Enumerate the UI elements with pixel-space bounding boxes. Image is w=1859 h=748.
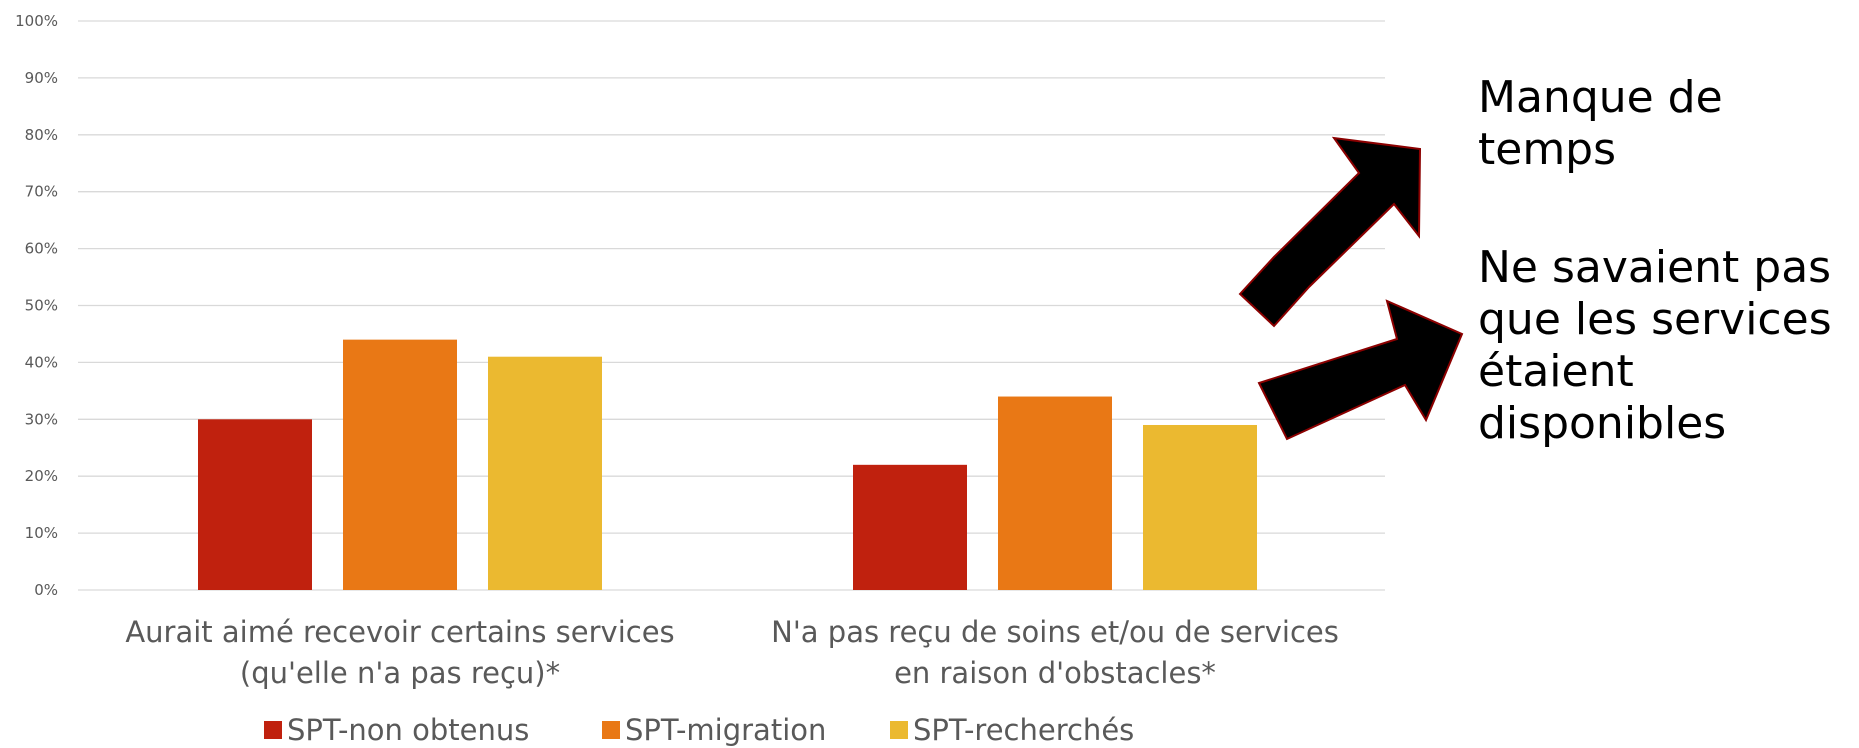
y-tick-label: 70% xyxy=(25,183,58,201)
annotation-text: Ne savaient pas xyxy=(1478,242,1831,293)
legend-label: SPT-non obtenus xyxy=(287,713,529,747)
annotation-text: temps xyxy=(1478,124,1616,175)
y-tick-label: 50% xyxy=(25,297,58,315)
bar xyxy=(343,339,457,590)
arrows xyxy=(1238,136,1464,441)
arrow-up-right-icon xyxy=(1238,136,1422,328)
y-axis-ticks: 0% 10% 20% 30% 40% 50% 60% 70% 80% 90% 100% xyxy=(15,12,58,599)
x-tick-label: (qu'elle n'a pas reçu)* xyxy=(240,656,560,690)
legend-swatch xyxy=(264,721,282,739)
y-tick-label: 0% xyxy=(34,581,58,599)
bar xyxy=(1143,424,1257,590)
bar xyxy=(488,356,602,590)
annotation-text: étaient xyxy=(1478,346,1634,397)
legend-label: SPT-recherchés xyxy=(913,713,1134,747)
legend-label: SPT-migration xyxy=(625,713,826,747)
arrow-right-icon xyxy=(1257,299,1464,441)
y-tick-label: 60% xyxy=(25,240,58,258)
y-tick-label: 10% xyxy=(25,524,58,542)
x-tick-label: N'a pas reçu de soins et/ou de services xyxy=(771,615,1339,649)
x-tick-label: en raison d'obstacles* xyxy=(894,656,1216,690)
annotation-text: que les services xyxy=(1478,294,1832,345)
annotation-text: disponibles xyxy=(1478,398,1726,449)
y-tick-label: 80% xyxy=(25,126,58,144)
bar xyxy=(198,419,312,590)
bar xyxy=(853,464,967,590)
legend: SPT-non obtenus SPT-migration SPT-recherch… xyxy=(264,713,1134,747)
bars xyxy=(198,339,1257,590)
bar xyxy=(998,396,1112,590)
y-tick-label: 90% xyxy=(25,69,58,87)
y-tick-label: 20% xyxy=(25,467,58,485)
legend-swatch xyxy=(890,721,908,739)
y-tick-label: 40% xyxy=(25,353,58,371)
y-tick-label: 30% xyxy=(25,410,58,428)
y-tick-label: 100% xyxy=(15,12,58,30)
category-labels: Aurait aimé recevoir certains services (q… xyxy=(125,615,1339,690)
x-tick-label: Aurait aimé recevoir certains services xyxy=(125,615,674,649)
annotation-text: Manque de xyxy=(1478,72,1723,123)
legend-swatch xyxy=(602,721,620,739)
